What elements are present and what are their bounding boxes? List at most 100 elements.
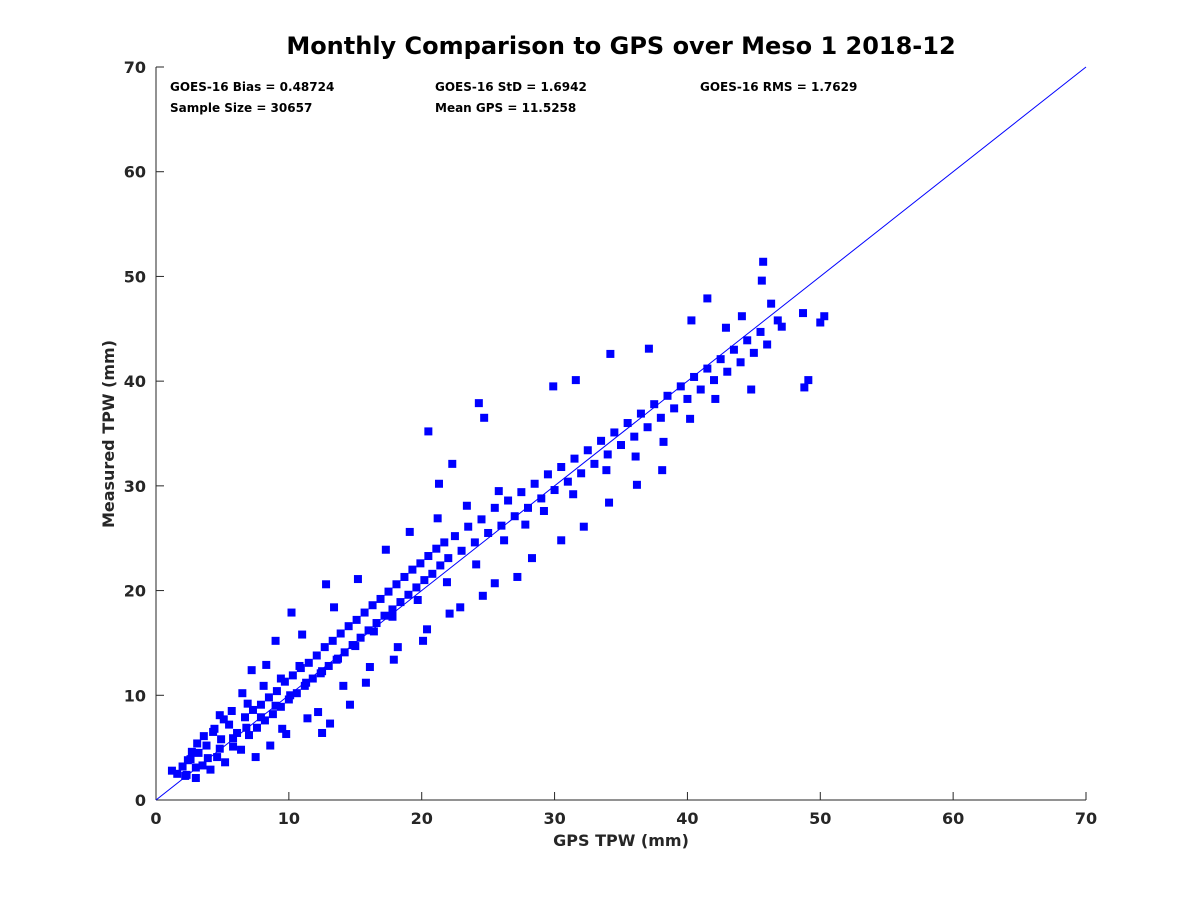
data-point xyxy=(527,554,536,563)
data-point xyxy=(710,376,718,385)
data-point xyxy=(237,745,246,754)
data-point xyxy=(656,413,665,422)
data-point xyxy=(729,345,738,354)
data-point xyxy=(345,700,354,709)
data-point xyxy=(256,700,265,709)
data-point xyxy=(268,710,277,719)
data-point xyxy=(388,605,397,614)
data-point xyxy=(617,441,625,450)
data-point xyxy=(191,763,200,772)
data-point xyxy=(820,312,829,321)
data-point xyxy=(194,748,203,757)
data-point xyxy=(686,414,695,423)
x-tick-label: 70 xyxy=(1075,809,1097,828)
data-point xyxy=(659,437,668,446)
y-tick-label: 60 xyxy=(124,163,146,182)
data-point xyxy=(571,376,580,385)
data-point xyxy=(203,754,212,763)
data-point xyxy=(318,728,327,737)
data-point xyxy=(650,400,659,409)
data-point xyxy=(247,666,256,675)
data-point xyxy=(364,626,373,635)
stat-bias: GOES-16 Bias = 0.48724 xyxy=(170,80,334,94)
data-point xyxy=(716,355,725,364)
data-point xyxy=(264,693,273,702)
data-point xyxy=(569,490,578,499)
data-point xyxy=(328,636,337,645)
data-point xyxy=(173,769,182,778)
data-point xyxy=(225,720,234,729)
data-point xyxy=(424,427,433,436)
data-point xyxy=(606,349,615,358)
data-point xyxy=(336,629,345,638)
data-point xyxy=(242,723,251,732)
data-point xyxy=(318,667,327,676)
data-point xyxy=(251,753,260,762)
data-point xyxy=(773,316,782,325)
data-point xyxy=(388,612,397,621)
data-point xyxy=(484,528,493,537)
data-point xyxy=(241,713,250,722)
data-point xyxy=(271,701,280,710)
data-point xyxy=(423,625,432,634)
data-point xyxy=(749,348,758,357)
data-point xyxy=(524,503,532,512)
data-point xyxy=(696,385,705,394)
data-point xyxy=(537,494,546,503)
data-point xyxy=(736,358,745,367)
data-point xyxy=(276,674,285,683)
data-point xyxy=(478,591,487,600)
data-point xyxy=(557,536,566,545)
data-point xyxy=(215,711,224,720)
data-point xyxy=(229,742,238,751)
data-point xyxy=(405,527,414,536)
data-point xyxy=(365,663,374,672)
data-point xyxy=(549,382,558,391)
data-point xyxy=(320,643,329,652)
data-point xyxy=(490,503,499,512)
data-point xyxy=(191,774,200,783)
data-point xyxy=(610,428,619,437)
data-point xyxy=(262,660,271,669)
data-point xyxy=(440,538,449,547)
data-point xyxy=(539,506,548,515)
data-point xyxy=(312,651,321,660)
data-point xyxy=(356,633,365,642)
data-point xyxy=(324,661,333,670)
chart-title: Monthly Comparison to GPS over Meso 1 20… xyxy=(286,32,955,60)
data-point xyxy=(490,579,499,588)
data-point xyxy=(436,561,445,570)
data-point xyxy=(303,714,312,723)
y-tick-label: 10 xyxy=(124,686,146,705)
data-point xyxy=(579,522,588,531)
data-point xyxy=(603,450,612,459)
data-point xyxy=(583,446,592,455)
data-point xyxy=(450,532,459,541)
data-point xyxy=(687,316,696,325)
y-tick-label: 40 xyxy=(124,372,146,391)
data-point xyxy=(193,739,202,748)
y-tick-label: 0 xyxy=(135,791,146,810)
data-point xyxy=(442,578,451,587)
data-point xyxy=(302,678,311,687)
data-point xyxy=(243,699,252,708)
data-point xyxy=(278,724,287,733)
data-point xyxy=(416,559,425,568)
data-point xyxy=(219,715,228,724)
data-point xyxy=(424,552,433,561)
data-point xyxy=(602,466,611,475)
data-point xyxy=(690,372,699,381)
data-point xyxy=(372,619,381,628)
data-point xyxy=(206,765,215,774)
data-point xyxy=(322,580,331,589)
data-point xyxy=(221,758,230,767)
data-point xyxy=(703,364,712,373)
data-point xyxy=(199,732,208,741)
stat-std: GOES-16 StD = 1.6942 xyxy=(435,80,587,94)
data-point xyxy=(404,590,413,599)
data-point xyxy=(643,423,652,432)
y-axis-label: Measured TPW (mm) xyxy=(99,340,118,528)
plot-area: 0 10 20 30 40 50 60 70 0 10 20 30 40 50 60 70 xyxy=(124,58,1097,828)
data-point xyxy=(663,391,672,400)
